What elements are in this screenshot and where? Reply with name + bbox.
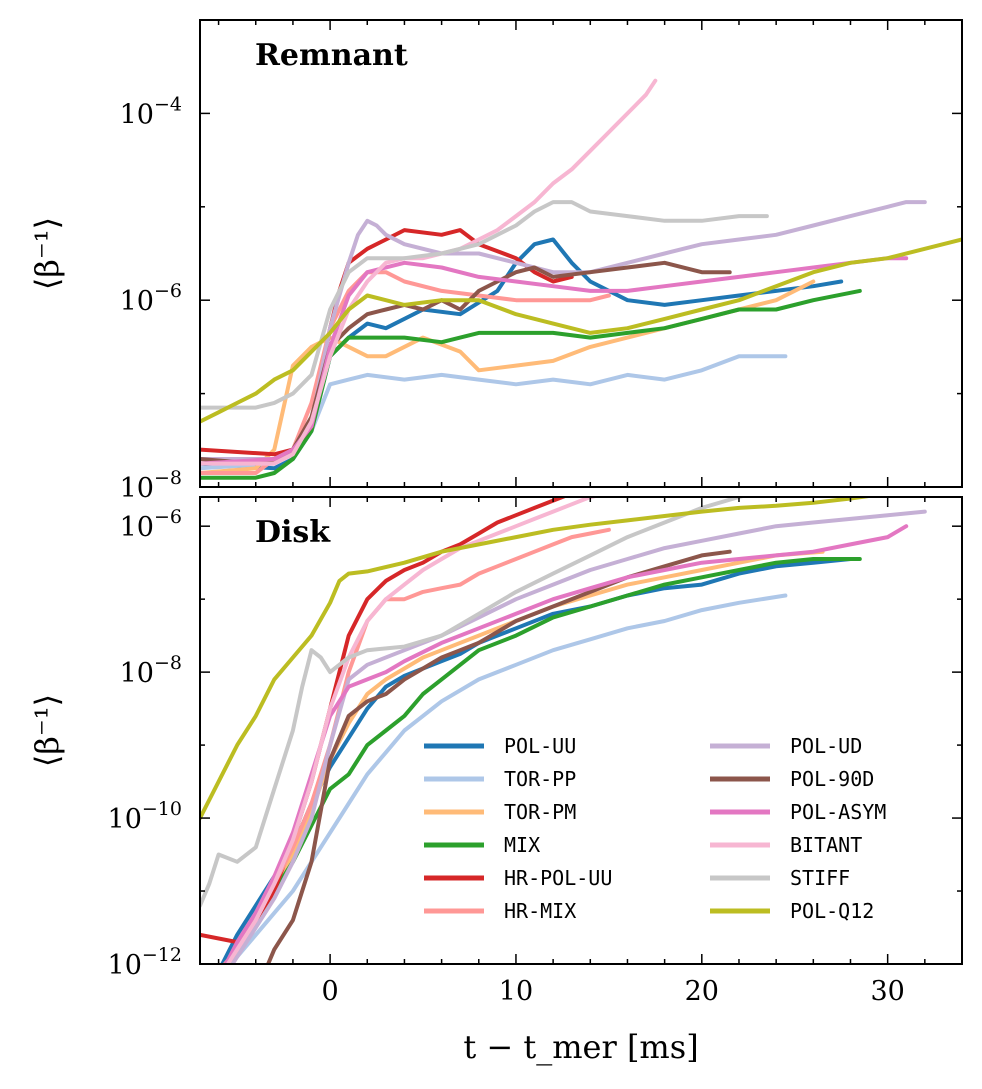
y-axis-label-remnant: ⟨β⁻¹⟩ xyxy=(28,217,66,290)
series-line-disk-stiff xyxy=(200,497,747,908)
series-line-disk-pol-asym xyxy=(223,524,909,964)
legend-label-pol-90d: POL-90D xyxy=(790,767,874,791)
y-tick-label: 10−4 xyxy=(120,93,182,130)
panel-label-remnant: Remnant xyxy=(255,38,408,73)
legend-label-hr-mix: HR-MIX xyxy=(504,899,576,923)
y-tick-label: 10−6 xyxy=(120,280,182,317)
legend-label-tor-pm: TOR-PM xyxy=(504,800,576,824)
x-tick-label: 0 xyxy=(322,976,339,1007)
legend-label-pol-asym: POL-ASYM xyxy=(790,800,886,824)
panel-label-disk: Disk xyxy=(255,515,331,550)
y-tick-label: 10−12 xyxy=(108,944,182,981)
x-tick-label: 20 xyxy=(685,976,719,1007)
y-tick-label: 10−8 xyxy=(120,652,182,689)
legend-label-bitant: BITANT xyxy=(790,833,862,857)
series-line-disk-pol-q12 xyxy=(200,497,877,821)
x-tick-label: 10 xyxy=(499,976,533,1007)
x-tick-label: 30 xyxy=(870,976,904,1007)
series-line-remnant-pol-ud xyxy=(200,200,927,461)
legend-label-pol-uu: POL-UU xyxy=(504,734,576,758)
plot-frame-disk xyxy=(199,496,963,965)
legend-label-tor-pp: TOR-PP xyxy=(504,767,576,791)
series-line-disk-pol-ud xyxy=(230,509,927,964)
legend-label-mix: MIX xyxy=(504,833,540,857)
legend-label-stiff: STIFF xyxy=(790,866,850,890)
y-axis-label-disk: ⟨β⁻¹⟩ xyxy=(28,694,66,767)
y-tick-label: 10−6 xyxy=(120,506,182,543)
y-tick-label: 10−10 xyxy=(108,798,182,835)
x-axis-label: t − t_mer [ms] xyxy=(463,1028,698,1066)
legend-label-pol-ud: POL-UD xyxy=(790,734,862,758)
legend-label-pol-q12: POL-Q12 xyxy=(790,899,874,923)
series-line-disk-bitant xyxy=(225,497,601,964)
series-line-disk-tor-pp xyxy=(228,593,788,964)
series-line-disk-tor-pm xyxy=(225,549,825,964)
series-line-remnant-stiff xyxy=(200,200,769,410)
legend-label-hr-pol-uu: HR-POL-UU xyxy=(504,866,612,890)
series-line-remnant-mix xyxy=(200,288,862,480)
y-tick-label: 10−8 xyxy=(120,467,182,504)
plot-frame-remnant xyxy=(199,19,963,488)
series-line-remnant-pol-q12 xyxy=(200,237,962,424)
